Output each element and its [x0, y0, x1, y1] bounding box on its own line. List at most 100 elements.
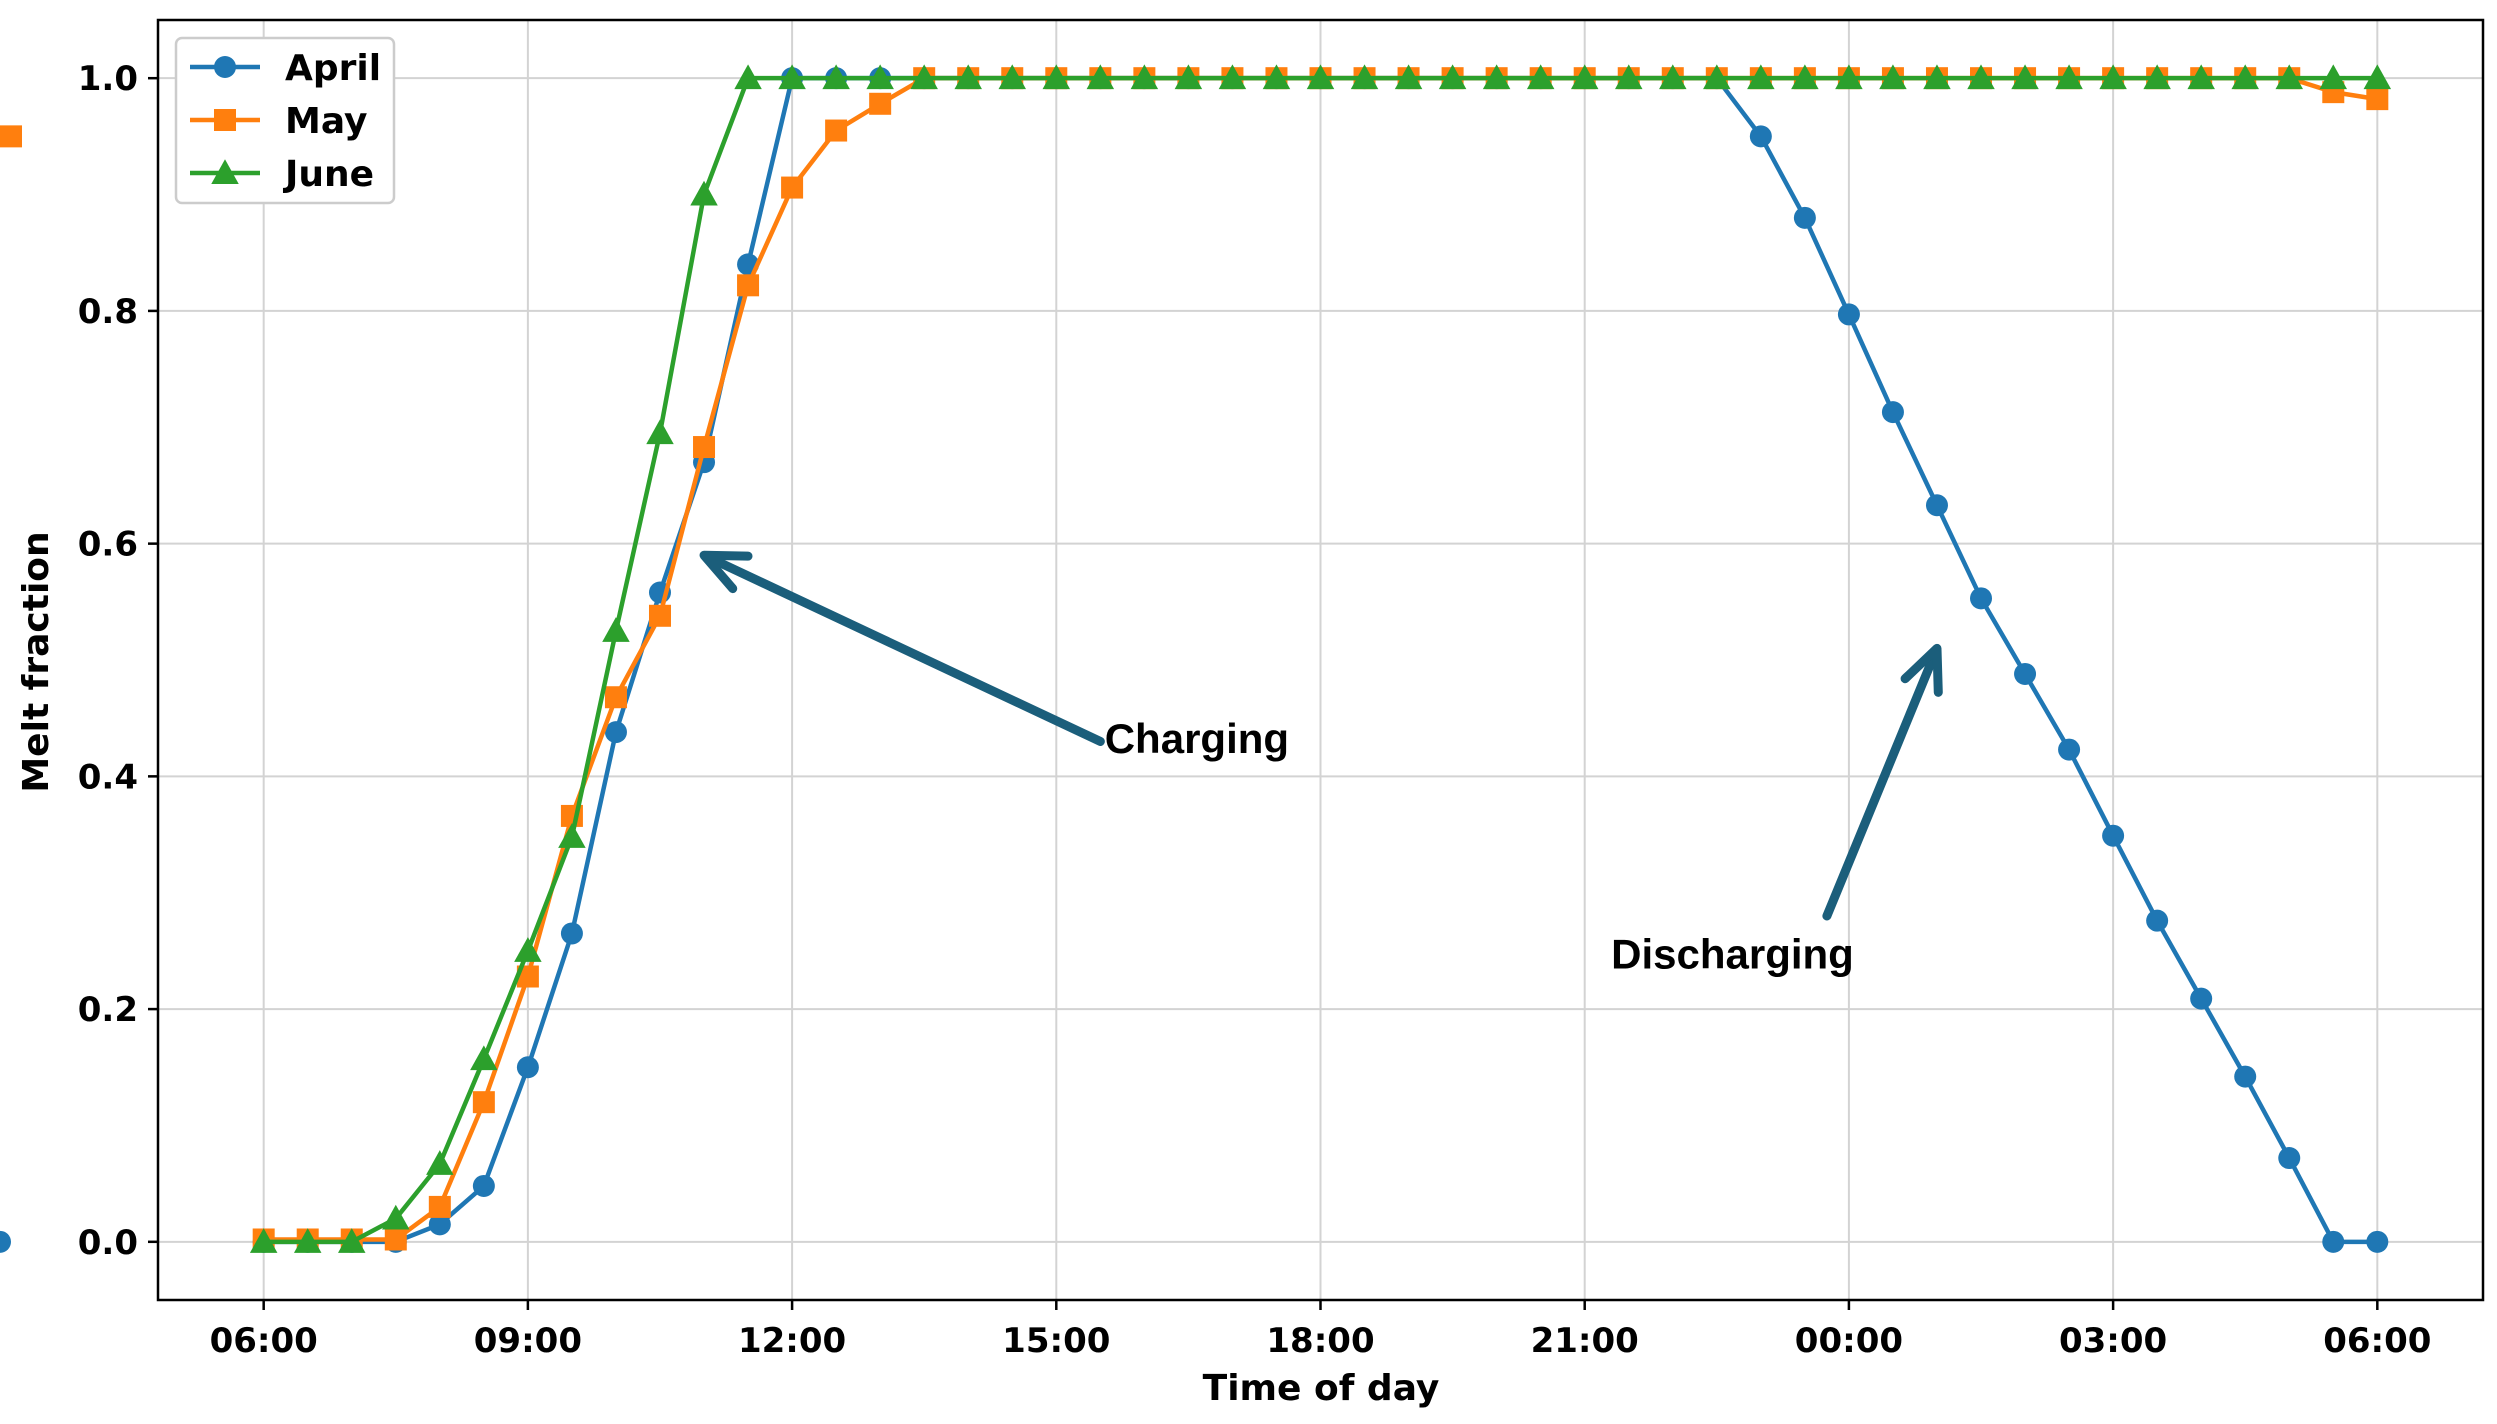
data-point [825, 119, 848, 142]
data-point [1923, 64, 1951, 90]
data-point [869, 92, 892, 115]
data-point [1703, 64, 1731, 90]
data-point [214, 109, 236, 131]
data-point [338, 1228, 366, 1253]
y-tick-label: 1.0 [78, 59, 138, 99]
data-point [954, 64, 982, 90]
data-point [1970, 587, 1993, 610]
data-point [426, 1150, 454, 1175]
data-point [1881, 401, 1904, 424]
x-tick-label: 06:00 [210, 1321, 318, 1361]
legend-label: May [285, 101, 367, 142]
data-point [1659, 64, 1687, 90]
data-point [1218, 64, 1247, 90]
data-point [1879, 64, 1907, 90]
x-tick-label: 18:00 [1266, 1321, 1374, 1361]
x-tick-label: 21:00 [1531, 1321, 1639, 1361]
data-point [382, 1204, 410, 1230]
data-point [1791, 64, 1819, 90]
data-point [1394, 64, 1423, 90]
data-point [2146, 909, 2169, 932]
data-point [2319, 64, 2348, 90]
annotation-arrow-head [1900, 643, 1943, 697]
data-point [214, 56, 236, 78]
annotation-discharging: Discharging [1611, 643, 1943, 977]
data-point [470, 1045, 498, 1071]
legend-frame [174, 36, 396, 205]
x-tick-label: 06:00 [2323, 1321, 2431, 1361]
data-point [2231, 64, 2259, 90]
data-point [2143, 64, 2171, 90]
data-point [2278, 1147, 2301, 1170]
annotation-label: Charging [1105, 715, 1289, 762]
annotation-charging: Charging [699, 550, 1289, 762]
series-layer [0, 64, 2392, 1253]
data-point [249, 1228, 278, 1253]
x-tick-label: 00:00 [1795, 1321, 1903, 1361]
data-point [1967, 64, 1995, 90]
data-point [693, 436, 716, 459]
annotation-arrow-shaft [1822, 649, 1940, 921]
data-point [1747, 64, 1775, 90]
legend-entry-april: April [190, 48, 381, 89]
data-point [2055, 64, 2083, 90]
data-point [602, 617, 630, 642]
y-tick-label: 0.4 [78, 757, 138, 797]
data-point [1749, 125, 1772, 148]
series-may [0, 67, 2389, 1251]
data-point [1086, 64, 1115, 90]
x-axis-title: Time of day [1203, 1368, 1440, 1409]
grid [158, 20, 2483, 1300]
data-point [2187, 64, 2215, 90]
legend-label: April [285, 48, 381, 89]
x-tick-label: 09:00 [474, 1321, 582, 1361]
data-point [1042, 64, 1071, 90]
data-point [1262, 64, 1291, 90]
x-axis-ticks: 06:00 09:00 12:00 15:00 18:00 21:00 00:00 03:00… [210, 1300, 2431, 1361]
data-point [0, 1230, 11, 1253]
data-point [0, 125, 22, 148]
data-point [1614, 64, 1643, 90]
data-point [2190, 987, 2213, 1010]
data-point [1438, 64, 1467, 90]
data-point [472, 1091, 495, 1114]
data-point [1174, 64, 1203, 90]
annotations: Charging Discharging [699, 550, 1943, 977]
series-april [0, 67, 2389, 1253]
data-point [2366, 88, 2389, 111]
data-point [516, 965, 539, 988]
legend-entry-may: May [190, 101, 367, 142]
annotation-arrow-head [699, 550, 753, 594]
data-point [1306, 64, 1335, 90]
data-point [1925, 494, 1948, 517]
annotation-label: Discharging [1611, 930, 1854, 977]
y-axis-title: Melt fraction [16, 531, 57, 792]
annotation-arrow-shaft [704, 553, 1105, 746]
data-point [648, 604, 671, 627]
y-tick-label: 0.8 [78, 292, 138, 332]
data-point [604, 686, 627, 709]
legend-entry-june: June [190, 154, 374, 195]
data-point [1835, 64, 1863, 90]
data-point [1793, 206, 1816, 229]
data-point [428, 1195, 451, 1218]
data-point [2322, 1230, 2345, 1253]
data-point [293, 1228, 322, 1253]
data-point [560, 922, 583, 945]
data-point [2102, 824, 2125, 847]
legend-label: June [282, 154, 374, 195]
data-point [558, 823, 586, 848]
y-tick-label: 0.6 [78, 525, 138, 565]
data-point [604, 721, 627, 744]
y-tick-label: 0.2 [78, 990, 138, 1030]
data-point [2058, 738, 2081, 761]
data-point [737, 274, 760, 297]
data-point [516, 1056, 539, 1079]
data-point [2366, 1230, 2389, 1253]
legend: April May June [174, 36, 396, 205]
data-point [2275, 64, 2303, 90]
data-point [998, 64, 1027, 90]
y-axis-ticks: 0.0 0.2 0.4 0.6 0.8 1.0 [78, 59, 158, 1263]
data-point [1130, 64, 1159, 90]
